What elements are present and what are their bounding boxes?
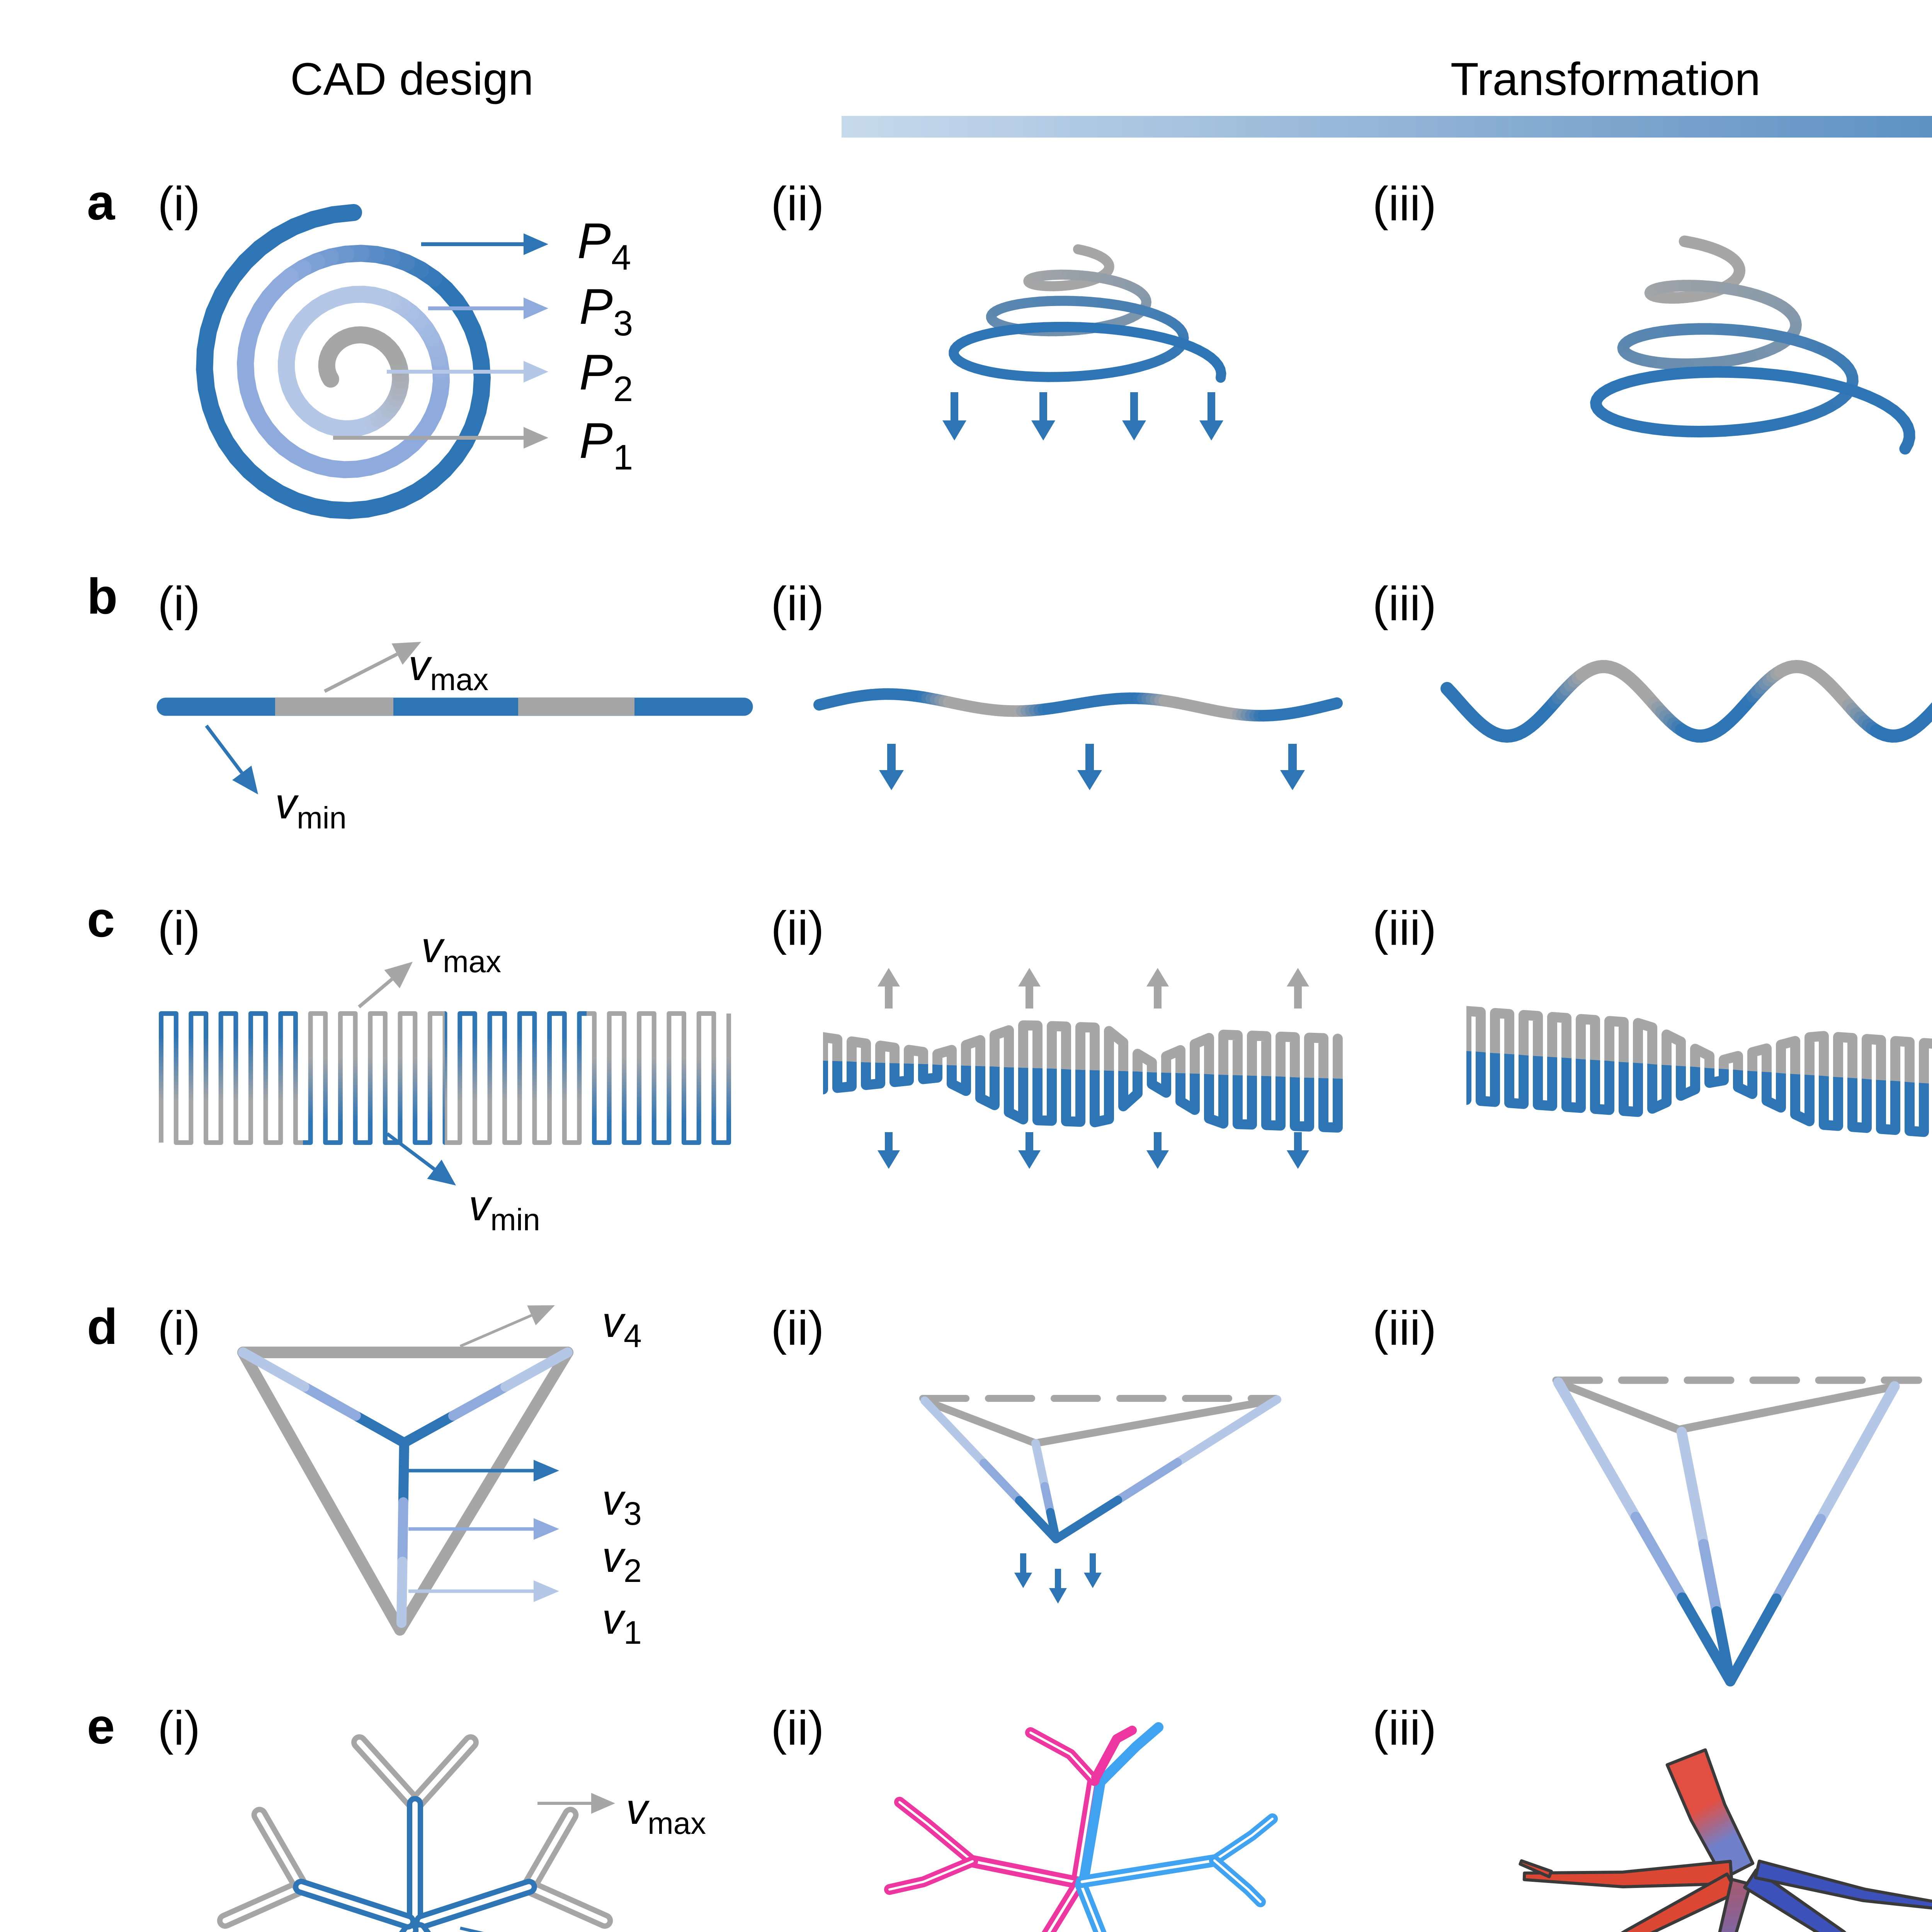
svg-text:v1: v1 bbox=[602, 1595, 642, 1651]
svg-text:b: b bbox=[87, 568, 117, 624]
svg-text:(ii): (ii) bbox=[771, 1302, 824, 1355]
svg-text:(iii): (iii) bbox=[1372, 1702, 1436, 1755]
svg-text:(i): (i) bbox=[158, 902, 200, 955]
svg-text:v4: v4 bbox=[602, 1298, 642, 1354]
svg-text:(ii): (ii) bbox=[771, 902, 824, 955]
svg-text:(i): (i) bbox=[158, 577, 200, 631]
svg-text:(i): (i) bbox=[158, 177, 200, 231]
svg-text:(ii): (ii) bbox=[771, 177, 824, 231]
svg-text:P: P bbox=[579, 278, 613, 335]
svg-text:2: 2 bbox=[613, 369, 633, 409]
svg-text:P: P bbox=[579, 412, 613, 469]
svg-text:Transformation: Transformation bbox=[1451, 53, 1761, 105]
svg-text:c: c bbox=[87, 891, 115, 947]
svg-text:d: d bbox=[87, 1298, 117, 1355]
svg-text:a: a bbox=[87, 174, 116, 230]
svg-text:P: P bbox=[577, 213, 611, 269]
svg-text:(iii): (iii) bbox=[1372, 177, 1436, 231]
svg-text:1: 1 bbox=[613, 438, 633, 477]
svg-text:v3: v3 bbox=[602, 1476, 642, 1532]
svg-text:(iii): (iii) bbox=[1372, 1302, 1436, 1355]
svg-text:e: e bbox=[87, 1698, 115, 1754]
svg-text:v2: v2 bbox=[602, 1533, 642, 1589]
svg-text:P: P bbox=[579, 344, 613, 400]
svg-text:(ii): (ii) bbox=[771, 1702, 824, 1755]
svg-text:CAD design: CAD design bbox=[290, 54, 534, 105]
svg-text:(ii): (ii) bbox=[771, 577, 824, 631]
svg-text:(i): (i) bbox=[158, 1702, 200, 1755]
svg-text:(i): (i) bbox=[158, 1302, 200, 1355]
svg-text:vmax: vmax bbox=[421, 923, 501, 979]
svg-text:vmax: vmax bbox=[408, 641, 488, 697]
svg-text:vmax: vmax bbox=[626, 1785, 706, 1840]
svg-text:4: 4 bbox=[611, 238, 631, 277]
svg-text:vmin: vmin bbox=[275, 779, 347, 835]
svg-text:(iii): (iii) bbox=[1372, 902, 1436, 955]
svg-text:3: 3 bbox=[613, 304, 633, 343]
svg-text:vmin: vmin bbox=[469, 1181, 540, 1237]
svg-text:(iii): (iii) bbox=[1372, 577, 1436, 631]
